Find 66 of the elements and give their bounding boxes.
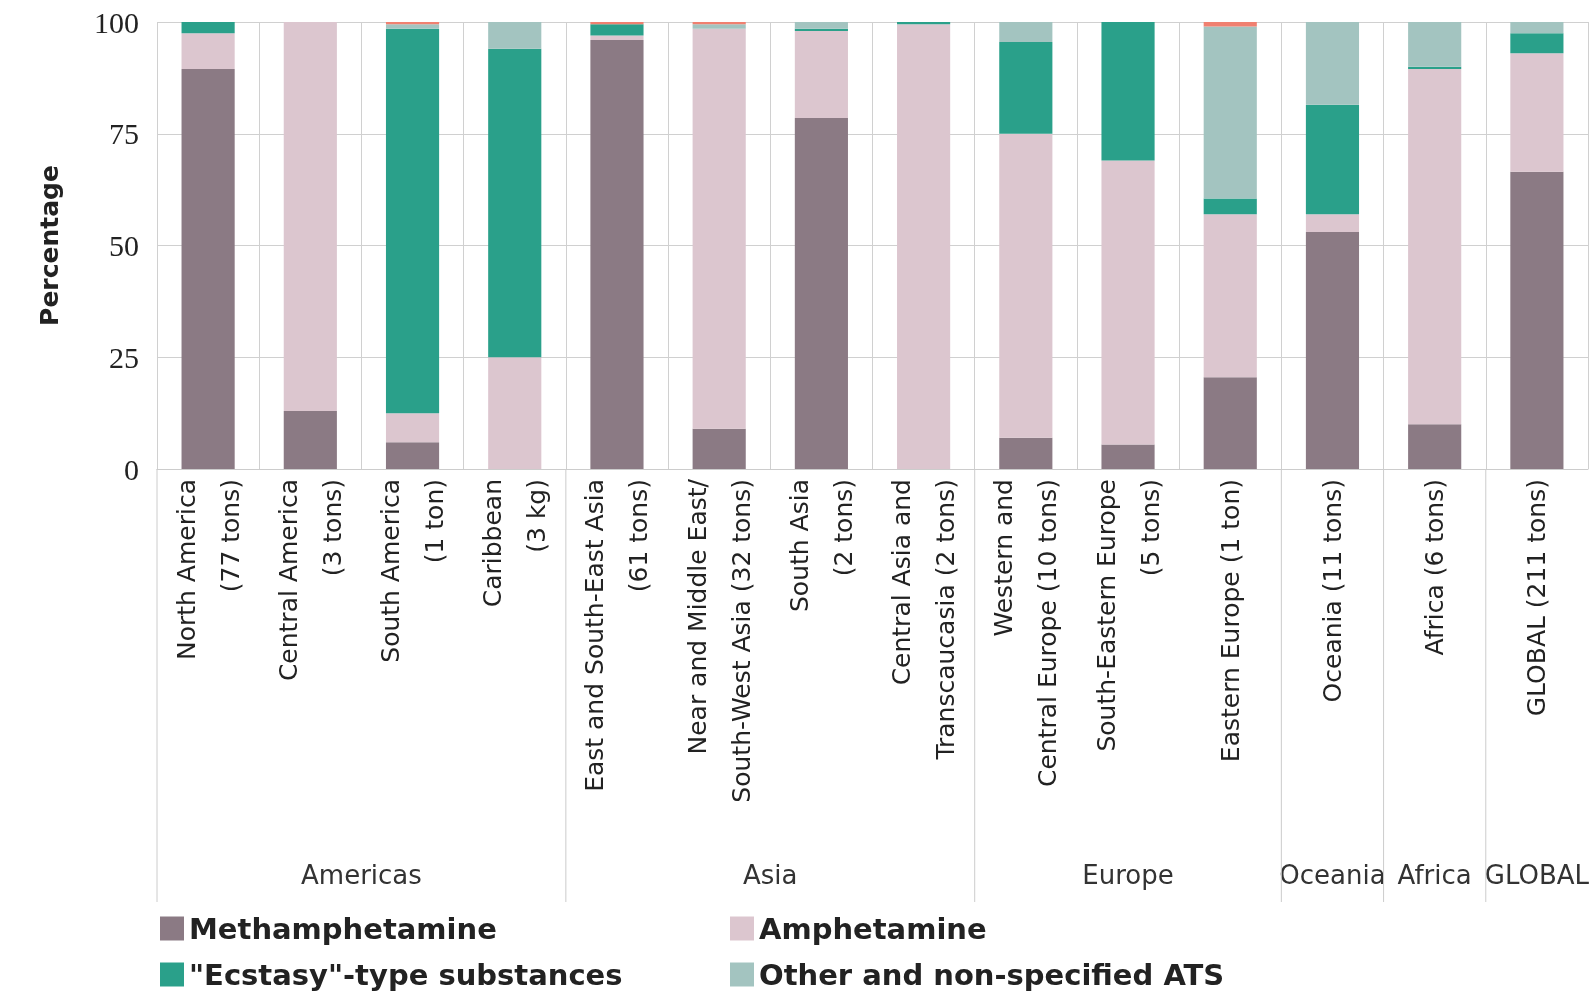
x-tick-label: North America (77 tons) (171, 479, 245, 660)
bar (1203, 26, 1257, 199)
bar (488, 22, 542, 49)
bar (1305, 22, 1360, 105)
bar (1101, 22, 1155, 161)
bar (488, 48, 542, 358)
legend-label: Amphetamine (759, 911, 987, 946)
x-tick-label: GLOBAL (211 tons) (1522, 479, 1552, 717)
bar (1510, 22, 1564, 34)
bar (999, 437, 1053, 469)
bar (181, 33, 235, 69)
bar (181, 68, 235, 469)
x-tick-label: South-Eastern Europe (5 tons) (1091, 479, 1165, 752)
bar (692, 24, 746, 29)
legend-label: Other and non-specified ATS (759, 957, 1225, 992)
text: Europe (1082, 860, 1174, 890)
bar (1203, 198, 1257, 215)
x-tick-label: South America (1 ton) (376, 479, 450, 663)
legend-label: Methamphetamine (189, 911, 497, 946)
bar (1305, 232, 1360, 469)
bar (590, 35, 644, 40)
text: Asia (743, 860, 798, 890)
bar (1510, 33, 1564, 54)
x-tick-label: Central America (3 tons) (273, 479, 347, 682)
x-tick-label: South Asia (2 tons) (784, 479, 858, 612)
x-tick-label: Western and Central Europe (10 tons) (989, 479, 1063, 788)
bar (794, 118, 848, 469)
bar (1305, 214, 1360, 233)
bar (1101, 444, 1155, 469)
text: GLOBAL (1484, 860, 1590, 890)
x-tick-label: Near and Middle East/ South-West Asia (32 tons) (682, 478, 756, 803)
y-tick-label: 0 (124, 452, 139, 486)
bar (385, 413, 440, 443)
bar (1305, 104, 1360, 215)
bar (1408, 424, 1462, 469)
bar (692, 428, 746, 469)
bar (385, 442, 440, 469)
y-tick-label: 100 (94, 5, 139, 39)
x-tick-label: Eastern Europe (1 ton) (1215, 479, 1245, 763)
bar (794, 22, 848, 29)
x-tick-label: Central Asia and Transcaucasia (2 tons) (887, 479, 961, 761)
bar (590, 39, 644, 469)
x-tick-label: Africa (6 tons) (1420, 479, 1450, 656)
x-tick-label: East and South-East Asia (61 tons) (580, 479, 654, 792)
y-axis-title: Percentage (35, 165, 64, 326)
bar (999, 22, 1053, 43)
x-tick-label: Oceania (11 tons) (1317, 479, 1347, 703)
text: Oceania (1279, 860, 1386, 890)
y-tick-label: 25 (109, 340, 139, 374)
text: Americas (301, 860, 422, 890)
y-tick-label: 75 (109, 117, 139, 151)
bar (590, 24, 644, 36)
y-tick-label: 50 (109, 229, 139, 262)
bar (181, 22, 235, 34)
bar (1203, 377, 1257, 469)
x-tick-label: Caribbean (3 kg) (478, 479, 552, 608)
legend-label: "Ecstasy"-type substances (189, 957, 623, 992)
text: Africa (1397, 860, 1472, 890)
bar (1510, 171, 1564, 469)
bar (385, 24, 440, 29)
bar (283, 410, 337, 469)
bar (385, 28, 440, 414)
bar (590, 22, 644, 25)
bar (999, 42, 1053, 134)
bar (794, 30, 848, 119)
bar (1408, 22, 1462, 67)
